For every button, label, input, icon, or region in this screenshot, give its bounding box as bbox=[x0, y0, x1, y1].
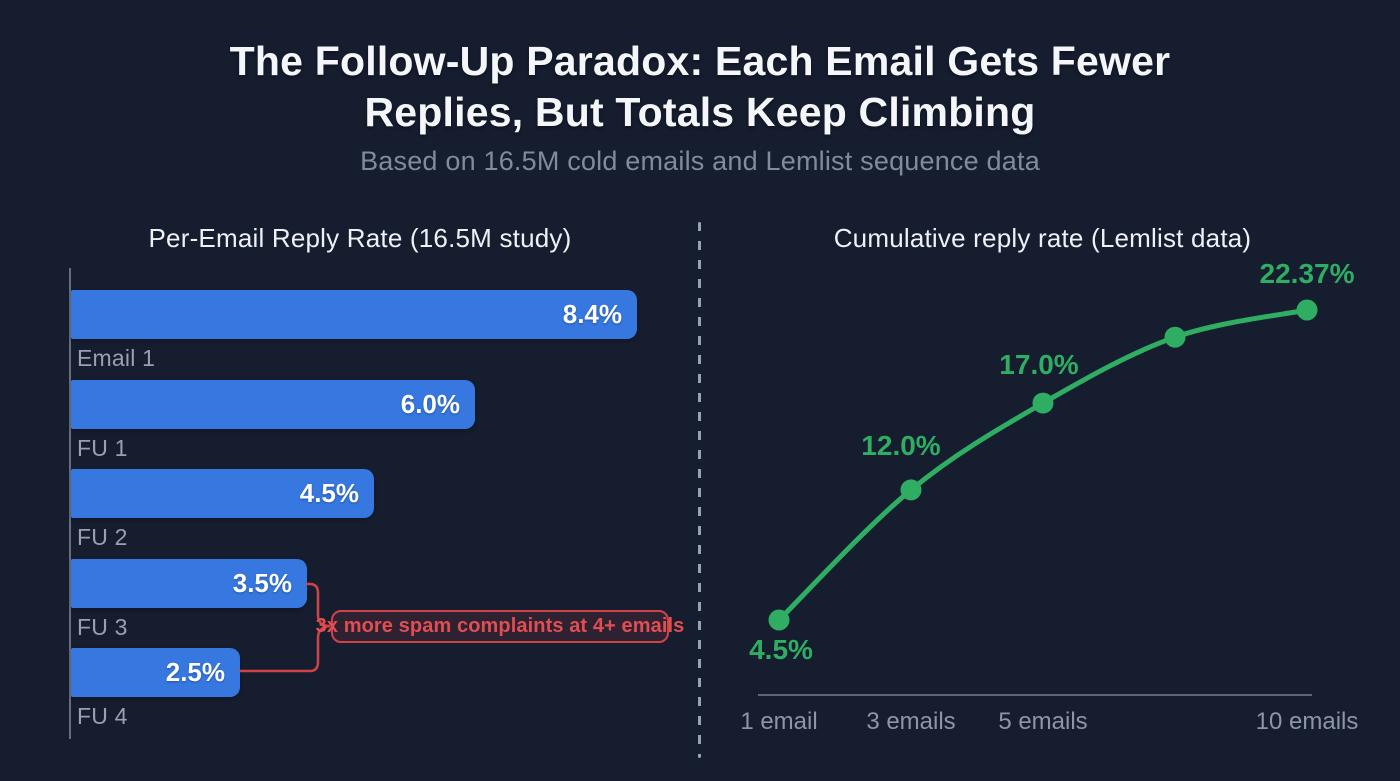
bar-value-label: 3.5% bbox=[232, 568, 292, 598]
bar-fu-4: 2.5% bbox=[71, 648, 240, 697]
bar-fu-3: 3.5% bbox=[71, 559, 307, 608]
annotation-box: 3x more spam complaints at 4+ emails bbox=[316, 610, 684, 643]
bar-value-label: 2.5% bbox=[165, 657, 225, 687]
x-tick-label: 10 emails bbox=[1255, 708, 1359, 735]
point-value-label: 4.5% bbox=[749, 634, 813, 665]
data-point-1 bbox=[768, 609, 790, 631]
bar-fu-1: 6.0% bbox=[71, 380, 475, 429]
bar-value-label: 8.4% bbox=[562, 299, 622, 329]
bar-chart-title: Per-Email Reply Rate (16.5M study) bbox=[148, 223, 572, 253]
bar-category-label: FU 3 bbox=[77, 614, 128, 640]
point-value-label: 12.0% bbox=[861, 430, 941, 461]
data-point-5 bbox=[1296, 299, 1318, 321]
bar-category-label: FU 2 bbox=[77, 524, 128, 550]
page-subtitle: Based on 16.5M cold emails and Lemlist s… bbox=[360, 146, 1040, 176]
line-chart-title: Cumulative reply rate (Lemlist data) bbox=[833, 223, 1252, 253]
bar-email-1: 8.4% bbox=[71, 290, 637, 339]
line-chart-x-axis bbox=[758, 694, 1312, 696]
page-title-line2: Replies, But Totals Keep Climbing bbox=[364, 89, 1036, 135]
data-point-4 bbox=[1164, 326, 1186, 348]
data-point-2 bbox=[900, 479, 922, 501]
x-tick-label: 5 emails bbox=[998, 708, 1088, 735]
annotation-text: 3x more spam complaints at 4+ emails bbox=[315, 615, 685, 637]
bar-category-label: FU 4 bbox=[77, 703, 128, 729]
bar-category-label: FU 1 bbox=[77, 435, 128, 461]
bar-category-label: Email 1 bbox=[77, 345, 156, 371]
data-point-3 bbox=[1032, 392, 1054, 414]
point-value-label: 22.37% bbox=[1259, 258, 1355, 289]
bar-value-label: 4.5% bbox=[299, 478, 359, 508]
page-title-line1: The Follow-Up Paradox: Each Email Gets F… bbox=[229, 38, 1171, 84]
x-tick-label: 3 emails bbox=[866, 708, 956, 735]
point-value-label: 17.0% bbox=[999, 349, 1079, 380]
bar-value-label: 6.0% bbox=[400, 389, 460, 419]
bar-chart-y-axis bbox=[69, 268, 71, 739]
bar-fu-2: 4.5% bbox=[71, 469, 374, 518]
x-tick-label: 1 email bbox=[740, 708, 818, 735]
panel-divider bbox=[698, 222, 701, 758]
page-title: The Follow-Up Paradox: Each Email Gets F… bbox=[0, 36, 1400, 138]
